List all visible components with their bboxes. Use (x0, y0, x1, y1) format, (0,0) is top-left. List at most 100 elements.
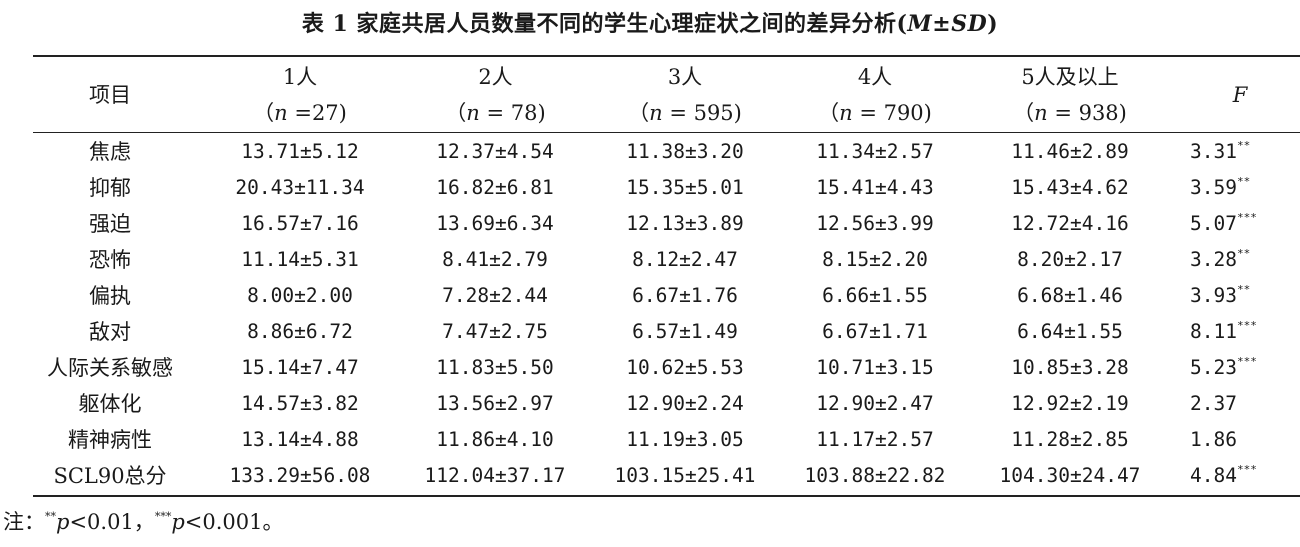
cell-g2: 13.56±2.97 (436, 392, 554, 415)
group-label: 4人 (857, 65, 893, 89)
note-text1: <0.01， (69, 510, 155, 534)
row-item: SCL90总分 (53, 464, 167, 488)
cell-g2: 7.47±2.75 (442, 320, 548, 343)
cell-g4: 6.67±1.71 (822, 320, 928, 343)
header-item-label: 项目 (89, 83, 131, 107)
cell-g4: 11.17±2.57 (816, 428, 934, 451)
row-item: 强迫 (89, 212, 131, 236)
row-item: 抑郁 (89, 176, 131, 200)
cell-f: 1.86 (1190, 428, 1237, 451)
cell-g1: 133.29±56.08 (229, 464, 371, 487)
row-item: 焦虑 (89, 140, 131, 164)
cell-g3: 12.13±3.89 (626, 212, 744, 235)
header-group-2: 2人 （n = 78) (408, 59, 583, 131)
sig-marker: ** (1236, 139, 1251, 152)
cell-g3: 15.35±5.01 (626, 176, 744, 199)
caption-stat: M±SD (907, 11, 988, 37)
cell-g1: 15.14±7.47 (241, 356, 359, 379)
cell-g4: 103.88±22.82 (804, 464, 946, 487)
cell-g4: 11.34±2.57 (816, 140, 934, 163)
note-prefix: 注： (3, 510, 45, 534)
row-item: 敌对 (89, 320, 131, 344)
cell-g3: 11.19±3.05 (626, 428, 744, 451)
row-item: 精神病性 (68, 428, 152, 452)
row-item: 恐怖 (89, 248, 131, 272)
cell-g3: 10.62±5.53 (626, 356, 744, 379)
cell-g2: 13.69±6.34 (436, 212, 554, 235)
row-item: 人际关系敏感 (47, 356, 173, 380)
cell-g5: 12.92±2.19 (1011, 392, 1129, 415)
cell-f: 3.93** (1190, 283, 1251, 307)
cell-f: 3.31** (1190, 139, 1251, 163)
cell-g1: 14.57±3.82 (241, 392, 359, 415)
cell-g1: 20.43±11.34 (235, 176, 365, 199)
header-group-4: 4人 （n = 790) (780, 59, 970, 131)
cell-g4: 12.90±2.47 (816, 392, 934, 415)
cell-g5: 104.30±24.47 (999, 464, 1141, 487)
sig-marker: ** (1236, 175, 1251, 188)
cell-g1: 13.14±4.88 (241, 428, 359, 451)
cell-g1: 11.14±5.31 (241, 248, 359, 271)
cell-g2: 11.86±4.10 (436, 428, 554, 451)
cell-g3: 11.38±3.20 (626, 140, 744, 163)
header-group-5: 5人及以上 （n = 938) (970, 59, 1170, 131)
cell-g5: 15.43±4.62 (1011, 176, 1129, 199)
header-f-label: F (1232, 83, 1248, 107)
cell-f: 2.37 (1190, 392, 1237, 415)
cell-g3: 12.90±2.24 (626, 392, 744, 415)
cell-g3: 103.15±25.41 (614, 464, 756, 487)
cell-g1: 8.86±6.72 (247, 320, 353, 343)
cell-g2: 11.83±5.50 (436, 356, 554, 379)
sig-marker: *** (1236, 463, 1257, 476)
note-text2: <0.001。 (184, 510, 284, 534)
cell-g5: 12.72±4.16 (1011, 212, 1129, 235)
cell-g3: 6.57±1.49 (632, 320, 738, 343)
table-header-rule (33, 132, 1300, 133)
group-label: 5人及以上 (1021, 65, 1119, 89)
caption-suffix: ) (987, 11, 999, 37)
table-top-rule (33, 55, 1300, 57)
table-footnote: 注：**p<0.01，***p<0.001。 (3, 507, 283, 537)
cell-g4: 10.71±3.15 (816, 356, 934, 379)
header-group-3: 3人 （n = 595) (590, 59, 780, 131)
table-bottom-rule (33, 495, 1300, 497)
sig-marker: *** (1236, 211, 1257, 224)
cell-g3: 8.12±2.47 (632, 248, 738, 271)
cell-g1: 13.71±5.12 (241, 140, 359, 163)
sig-marker: *** (1236, 355, 1257, 368)
cell-g1: 16.57±7.16 (241, 212, 359, 235)
note-sig1: ** (45, 510, 56, 523)
table-caption: 表 1 家庭共居人员数量不同的学生心理症状之间的差异分析(M±SD) (0, 6, 1300, 38)
cell-g4: 6.66±1.55 (822, 284, 928, 307)
cell-g2: 16.82±6.81 (436, 176, 554, 199)
cell-g3: 6.67±1.76 (632, 284, 738, 307)
group-n: （n = 78) (445, 101, 546, 125)
row-item: 偏执 (89, 284, 131, 308)
cell-g2: 8.41±2.79 (442, 248, 548, 271)
group-n: （n = 790) (818, 101, 932, 125)
cell-f: 3.59** (1190, 175, 1251, 199)
cell-g1: 8.00±2.00 (247, 284, 353, 307)
cell-g5: 11.46±2.89 (1011, 140, 1129, 163)
cell-g5: 8.20±2.17 (1017, 248, 1123, 271)
cell-g5: 6.64±1.55 (1017, 320, 1123, 343)
header-item: 项目 (60, 77, 160, 113)
group-label: 1人 (282, 65, 318, 89)
sig-marker: ** (1236, 247, 1251, 260)
sig-marker: ** (1236, 283, 1251, 296)
cell-f: 8.11*** (1190, 319, 1257, 343)
note-p1: p (56, 510, 70, 534)
caption-prefix: 表 1 家庭共居人员数量不同的学生心理症状之间的差异分析( (301, 11, 908, 37)
cell-g5: 11.28±2.85 (1011, 428, 1129, 451)
cell-g5: 6.68±1.46 (1017, 284, 1123, 307)
cell-g4: 12.56±3.99 (816, 212, 934, 235)
header-group-1: 1人 （n =27) (215, 59, 385, 131)
cell-f: 3.28** (1190, 247, 1251, 271)
note-p2: p (171, 510, 185, 534)
cell-f: 5.07*** (1190, 211, 1257, 235)
group-label: 2人 (478, 65, 513, 89)
cell-g2: 7.28±2.44 (442, 284, 548, 307)
group-n: （n = 938) (1013, 101, 1127, 125)
cell-g4: 15.41±4.43 (816, 176, 934, 199)
cell-g2: 12.37±4.54 (436, 140, 554, 163)
